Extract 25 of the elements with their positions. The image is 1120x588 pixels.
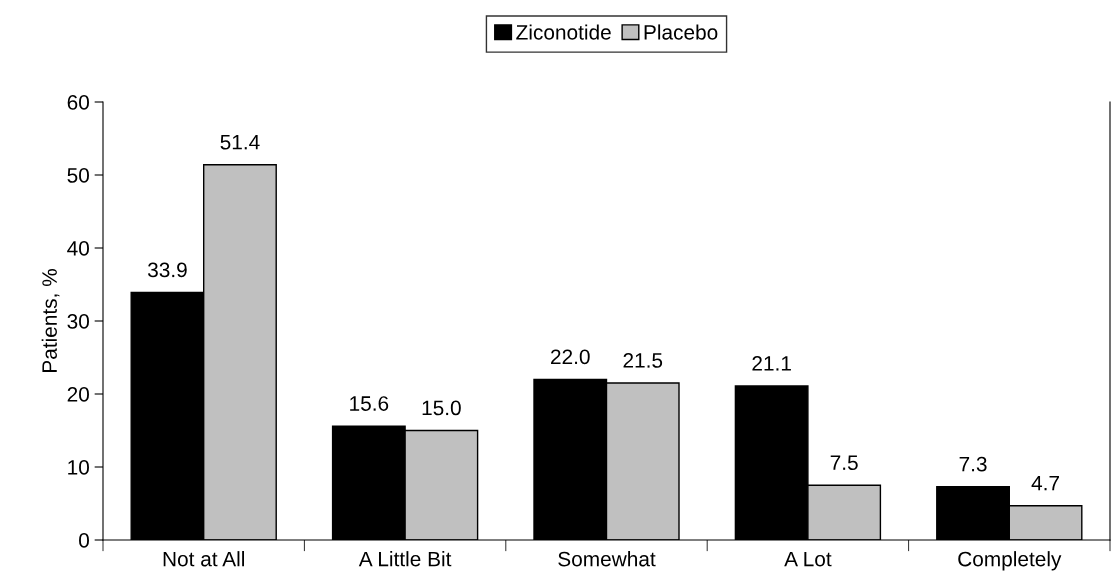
y-tick-label: 60	[67, 95, 89, 110]
y-tick-label: 40	[67, 241, 89, 256]
legend-label: Ziconotide	[516, 24, 611, 40]
data-label: 15.6	[350, 396, 389, 411]
y-tick-label: 50	[67, 168, 89, 183]
y-tick-label: 10	[68, 460, 89, 475]
data-label: 21.5	[623, 353, 663, 368]
x-tick-label: A Lot	[784, 551, 832, 567]
data-label: 51.4	[220, 135, 260, 150]
y-tick-label: 30	[67, 314, 89, 329]
y-axis-title: Patients, %	[41, 269, 60, 372]
x-tick-label: Not at All	[163, 551, 244, 567]
x-tick-label: Somewhat	[558, 551, 656, 567]
y-tick-label: 20	[67, 387, 89, 402]
data-label: 7.3	[959, 456, 987, 472]
data-label: 22.0	[551, 349, 590, 365]
data-label: 15.0	[422, 400, 461, 416]
data-label: 7.5	[830, 455, 858, 471]
y-tick-label: 0	[79, 533, 89, 548]
data-label: 4.7	[1031, 475, 1059, 491]
legend-label: Placebo	[644, 24, 718, 40]
x-tick-label: A Little Bit	[358, 551, 452, 567]
x-tick-label: Completely	[958, 551, 1062, 571]
data-label: 33.9	[147, 262, 187, 278]
data-label: 21.1	[752, 355, 791, 371]
